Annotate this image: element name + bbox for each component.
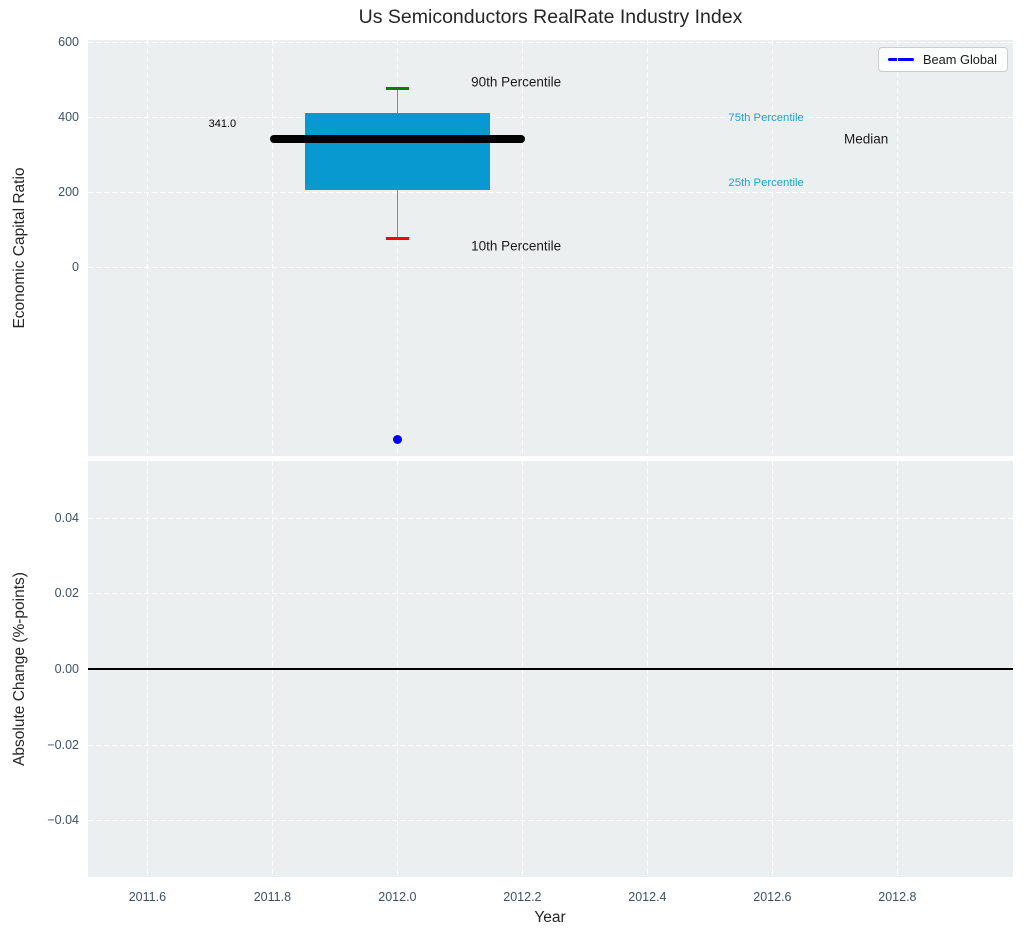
beam-global-point	[392, 434, 402, 444]
gridline-vertical	[147, 40, 149, 456]
y-tick-label: −0.04	[47, 813, 79, 828]
y-axis-label-top: Economic Capital Ratio	[11, 167, 28, 329]
legend-line-icon	[888, 58, 915, 61]
gridline-horizontal	[88, 517, 1013, 519]
y-tick-label: 0	[72, 259, 79, 274]
y-tick-label: 200	[58, 184, 79, 199]
legend-label: Beam Global	[923, 52, 997, 67]
chart-title: Us Semiconductors RealRate Industry Inde…	[358, 6, 743, 28]
x-axis-label: Year	[534, 909, 566, 926]
x-tick-label: 2011.6	[128, 890, 167, 904]
gridline-vertical	[522, 40, 524, 456]
annotation-341-0: 341.0	[208, 117, 237, 130]
x-tick-label: 2011.8	[253, 890, 292, 904]
x-tick-label: 2012.8	[878, 890, 917, 904]
axes-absolute-change	[88, 461, 1013, 877]
zero-line	[88, 668, 1013, 670]
gridline-horizontal	[88, 593, 1013, 595]
gridline-vertical	[397, 40, 399, 456]
gridline-horizontal	[88, 820, 1013, 822]
whisker-cap-90th	[386, 87, 409, 91]
annotation-90th-percentile: 90th Percentile	[471, 74, 562, 90]
gridline-vertical	[772, 40, 774, 456]
y-tick-label: 0.02	[54, 586, 79, 601]
y-tick-label: 0.00	[54, 662, 79, 676]
y-tick-label: −0.02	[47, 737, 79, 752]
y-axis-label-bottom: Absolute Change (%-points)	[11, 572, 28, 766]
annotation-10th-percentile: 10th Percentile	[471, 238, 562, 254]
legend: Beam Global	[878, 47, 1008, 72]
annotation-75th-percentile: 75th Percentile	[728, 112, 804, 124]
x-tick-label: 2012.4	[628, 890, 667, 904]
gridline-horizontal	[88, 744, 1013, 746]
x-tick-label: 2012.6	[753, 890, 792, 904]
gridline-horizontal	[88, 266, 1013, 268]
y-tick-label: 600	[58, 34, 79, 49]
gridline-vertical	[897, 40, 899, 456]
gridline-horizontal	[88, 116, 1013, 118]
x-tick-label: 2012.0	[378, 890, 417, 904]
x-tick-label: 2012.2	[503, 890, 542, 904]
y-tick-label: 400	[58, 109, 79, 124]
y-tick-label: 0.04	[54, 510, 79, 525]
gridline-vertical	[272, 40, 274, 456]
median-line	[269, 134, 525, 143]
annotation-25th-percentile: 25th Percentile	[728, 176, 804, 189]
gridline-horizontal	[88, 191, 1013, 193]
annotation-median: Median	[843, 131, 889, 147]
gridline-horizontal	[88, 41, 1013, 43]
whisker-cap-10th	[386, 237, 409, 241]
box-iqr	[304, 113, 490, 190]
axes-economic-capital-ratio: Beam Global 90th Percentile 10th Percenti…	[88, 40, 1013, 456]
gridline-vertical	[647, 40, 649, 456]
